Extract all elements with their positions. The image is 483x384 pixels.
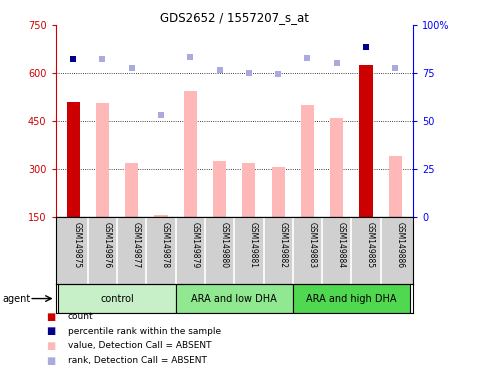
Text: GSM149875: GSM149875 xyxy=(73,222,82,268)
Text: GSM149877: GSM149877 xyxy=(132,222,141,268)
Bar xyxy=(96,103,109,217)
Text: GSM149884: GSM149884 xyxy=(337,222,346,268)
Point xyxy=(304,55,312,61)
Point xyxy=(157,111,165,118)
Bar xyxy=(293,284,410,313)
Text: percentile rank within the sample: percentile rank within the sample xyxy=(68,327,221,336)
Point xyxy=(69,56,77,62)
Bar xyxy=(242,162,256,217)
Point xyxy=(392,65,399,71)
Title: GDS2652 / 1557207_s_at: GDS2652 / 1557207_s_at xyxy=(160,11,309,24)
Text: ■: ■ xyxy=(46,356,55,366)
Text: GSM149882: GSM149882 xyxy=(278,222,287,268)
Text: ■: ■ xyxy=(46,341,55,351)
Text: GSM149885: GSM149885 xyxy=(366,222,375,268)
Text: GSM149880: GSM149880 xyxy=(220,222,228,268)
Bar xyxy=(330,118,343,217)
Text: control: control xyxy=(100,293,134,304)
Bar xyxy=(67,102,80,217)
Text: GSM149876: GSM149876 xyxy=(102,222,112,268)
Text: ■: ■ xyxy=(46,312,55,322)
Bar xyxy=(184,91,197,217)
Text: value, Detection Call = ABSENT: value, Detection Call = ABSENT xyxy=(68,341,211,351)
Point xyxy=(99,56,106,62)
Bar xyxy=(389,156,402,217)
Bar xyxy=(58,284,176,313)
Text: ARA and high DHA: ARA and high DHA xyxy=(306,293,397,304)
Text: GSM149883: GSM149883 xyxy=(308,222,316,268)
Point xyxy=(333,60,341,66)
Text: ARA and low DHA: ARA and low DHA xyxy=(191,293,277,304)
Bar xyxy=(155,215,168,217)
Point xyxy=(362,44,370,50)
Text: count: count xyxy=(68,312,93,321)
Text: ■: ■ xyxy=(46,326,55,336)
Bar xyxy=(301,105,314,217)
Point xyxy=(216,67,224,73)
Point xyxy=(274,71,282,77)
Point xyxy=(128,65,136,71)
Point xyxy=(245,70,253,76)
Bar xyxy=(271,167,285,217)
Text: GSM149886: GSM149886 xyxy=(396,222,404,268)
Text: agent: agent xyxy=(2,293,30,304)
Text: rank, Detection Call = ABSENT: rank, Detection Call = ABSENT xyxy=(68,356,207,365)
Bar xyxy=(213,161,226,217)
Text: GSM149878: GSM149878 xyxy=(161,222,170,268)
Bar xyxy=(176,284,293,313)
Bar xyxy=(359,65,373,217)
Bar xyxy=(125,162,138,217)
Text: GSM149881: GSM149881 xyxy=(249,222,258,268)
Text: GSM149879: GSM149879 xyxy=(190,222,199,268)
Point xyxy=(186,54,194,60)
